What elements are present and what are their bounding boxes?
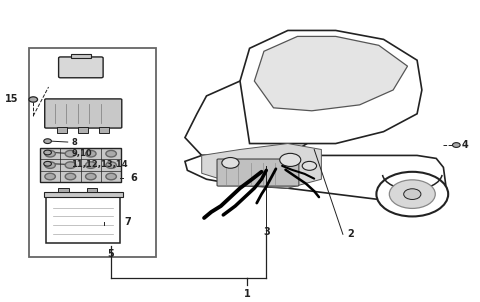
Circle shape (44, 161, 51, 166)
Circle shape (404, 189, 421, 200)
Circle shape (85, 162, 96, 169)
Bar (99, 127, 109, 133)
Text: 4: 4 (462, 140, 468, 150)
Text: 2: 2 (348, 229, 354, 239)
Circle shape (302, 161, 317, 170)
Bar (29, 48, 156, 257)
FancyBboxPatch shape (217, 159, 299, 186)
Text: 11,12,13,14: 11,12,13,14 (72, 160, 128, 169)
Bar (57, 127, 67, 133)
Polygon shape (185, 156, 446, 203)
Text: 5: 5 (108, 249, 114, 259)
Polygon shape (202, 143, 322, 188)
Circle shape (45, 173, 55, 180)
Circle shape (44, 139, 51, 143)
Bar (58, 188, 69, 192)
Circle shape (65, 150, 76, 157)
Circle shape (65, 173, 76, 180)
FancyBboxPatch shape (59, 57, 103, 78)
Circle shape (222, 158, 239, 168)
Polygon shape (240, 31, 422, 143)
Text: 3: 3 (263, 227, 270, 237)
Circle shape (29, 97, 37, 102)
Text: 1: 1 (244, 289, 251, 299)
Bar (87, 188, 97, 192)
Circle shape (376, 172, 448, 217)
Circle shape (453, 143, 460, 147)
Circle shape (106, 150, 116, 157)
Text: 8: 8 (72, 137, 77, 146)
Bar (71, 54, 91, 58)
Circle shape (389, 180, 435, 208)
Text: 7: 7 (124, 217, 131, 226)
Circle shape (45, 150, 55, 157)
Text: 6: 6 (130, 173, 137, 183)
Circle shape (45, 162, 55, 169)
Bar (78, 127, 88, 133)
Circle shape (85, 173, 96, 180)
Bar (46, 197, 120, 243)
Bar (44, 192, 123, 197)
Circle shape (65, 162, 76, 169)
Circle shape (106, 173, 116, 180)
Polygon shape (185, 75, 326, 156)
Circle shape (280, 153, 301, 166)
Circle shape (44, 150, 51, 155)
Bar (40, 148, 121, 182)
Circle shape (85, 150, 96, 157)
Circle shape (106, 162, 116, 169)
Text: 15: 15 (5, 95, 19, 104)
Polygon shape (254, 37, 408, 111)
FancyBboxPatch shape (45, 99, 122, 128)
Text: 9,10: 9,10 (72, 149, 92, 158)
